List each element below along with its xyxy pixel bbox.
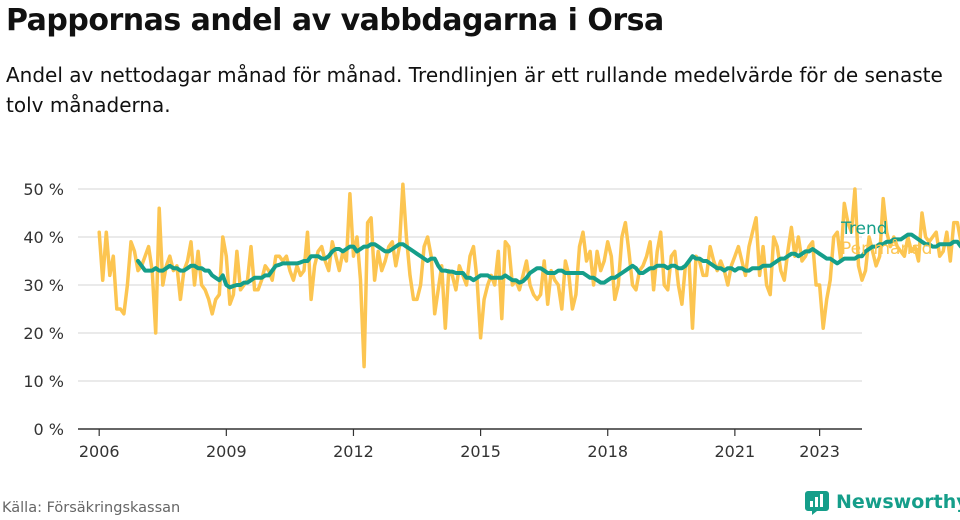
y-tick-label: 20 % bbox=[23, 324, 64, 343]
x-tick-label: 2009 bbox=[206, 442, 247, 461]
series-line-per-manad bbox=[97, 182, 960, 369]
x-tick-label: 2018 bbox=[587, 442, 628, 461]
y-tick-label: 40 % bbox=[23, 228, 64, 247]
y-tick-label: 10 % bbox=[23, 372, 64, 391]
x-tick-label: 2006 bbox=[79, 442, 120, 461]
legend-label-per-manad: Per månad bbox=[841, 238, 932, 259]
y-tick-label: 0 % bbox=[34, 420, 64, 439]
x-tick-label: 2023 bbox=[799, 442, 840, 461]
x-tick-label: 2012 bbox=[333, 442, 374, 461]
legend-label-trend: Trend bbox=[840, 219, 888, 239]
source-note: Källa: Försäkringskassan bbox=[2, 500, 181, 516]
brand-name: Newsworthy bbox=[836, 491, 960, 513]
chart-title: Pappornas andel av vabbdagarna i Orsa bbox=[6, 3, 664, 38]
y-tick-label: 30 % bbox=[23, 276, 64, 295]
x-tick-label: 2015 bbox=[460, 442, 501, 461]
series-line-trend bbox=[136, 232, 960, 290]
brand[interactable]: Newsworthy bbox=[804, 489, 960, 515]
chart-subtitle: Andel av nettodagar månad för månad. Tre… bbox=[6, 63, 943, 117]
y-tick-label: 50 % bbox=[23, 180, 64, 199]
newsworthy-logo-icon bbox=[805, 491, 829, 515]
x-tick-label: 2021 bbox=[715, 442, 756, 461]
